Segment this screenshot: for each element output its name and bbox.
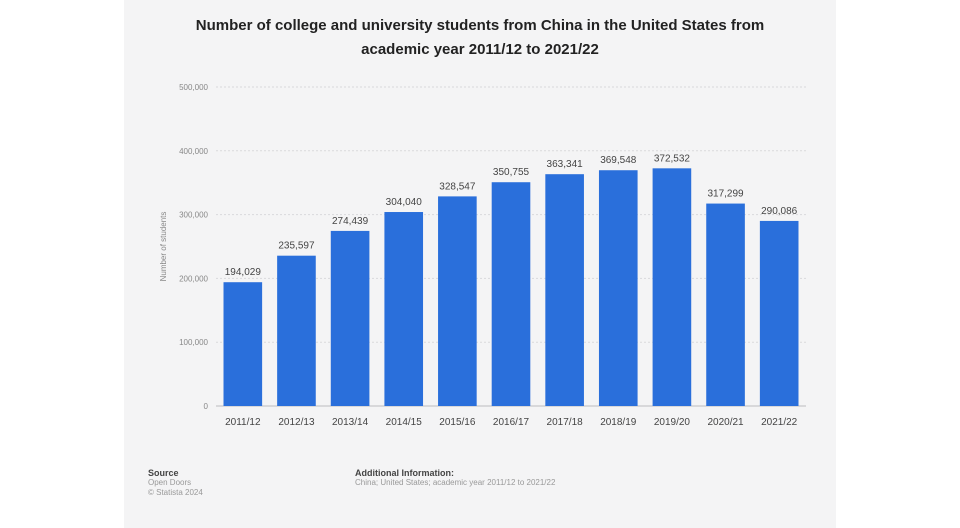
bar [545, 174, 584, 406]
x-tick-label: 2017/18 [547, 417, 584, 428]
x-tick-label: 2019/20 [654, 417, 691, 428]
y-tick-label: 0 [204, 402, 209, 411]
x-tick-label: 2018/19 [600, 417, 637, 428]
bar [491, 182, 531, 406]
y-tick-label: 200,000 [179, 274, 208, 283]
data-label: 328,547 [439, 181, 476, 192]
y-tick-label: 100,000 [179, 338, 208, 347]
x-tick-label: 2016/17 [493, 417, 530, 428]
y-axis-label: Number of students [159, 212, 168, 282]
x-tick-label: 2015/16 [439, 417, 476, 428]
y-tick-label: 300,000 [179, 211, 208, 220]
data-label: 369,548 [600, 155, 637, 166]
y-tick-label: 400,000 [179, 147, 208, 156]
bar-chart: 0 100,000 200,000 300,000 400,000 500,000 Numb… [159, 83, 806, 428]
source-heading: Source [148, 468, 179, 478]
data-label: 290,086 [761, 206, 798, 217]
bar [438, 196, 477, 406]
data-label: 304,040 [386, 197, 423, 208]
source-block: Source Open Doors © Statista 2024 [148, 468, 203, 498]
data-label: 317,299 [707, 189, 744, 200]
x-tick-label: 2014/15 [386, 417, 423, 428]
chart-title: Number of college and university student… [124, 14, 836, 62]
data-label: 194,029 [225, 267, 262, 278]
x-tick-label: 2020/21 [707, 417, 744, 428]
x-tick-label: 2012/13 [278, 417, 315, 428]
data-label: 372,532 [654, 153, 691, 164]
chart-title-line-1: Number of college and university student… [195, 17, 765, 34]
chart-card: Number of college and university student… [124, 0, 836, 528]
source-line-1: Open Doors [148, 478, 192, 487]
bar [706, 203, 745, 406]
x-tick-label: 2011/12 [225, 417, 261, 428]
data-label: 274,439 [332, 216, 369, 227]
bar [384, 212, 424, 406]
bar [330, 230, 370, 406]
data-label: 235,597 [278, 241, 315, 252]
x-tick-label: 2013/14 [332, 417, 369, 428]
x-tick-label: 2021/22 [761, 417, 798, 428]
data-label: 350,755 [493, 167, 530, 178]
bar [223, 282, 263, 406]
bar [598, 170, 638, 406]
additional-info-block: Additional Information: China; United St… [355, 468, 555, 488]
source-line-2[interactable]: © Statista 2024 [148, 488, 203, 497]
bar [277, 255, 316, 406]
chart-title-line-2: academic year 2011/12 to 2021/22 [361, 41, 599, 58]
y-tick-label: 500,000 [179, 83, 208, 92]
bar [759, 220, 799, 406]
additional-info-text: China; United States; academic year 2011… [355, 478, 556, 487]
data-label: 363,341 [547, 159, 584, 170]
bar [652, 168, 692, 406]
additional-info-heading: Additional Information: [355, 468, 454, 478]
